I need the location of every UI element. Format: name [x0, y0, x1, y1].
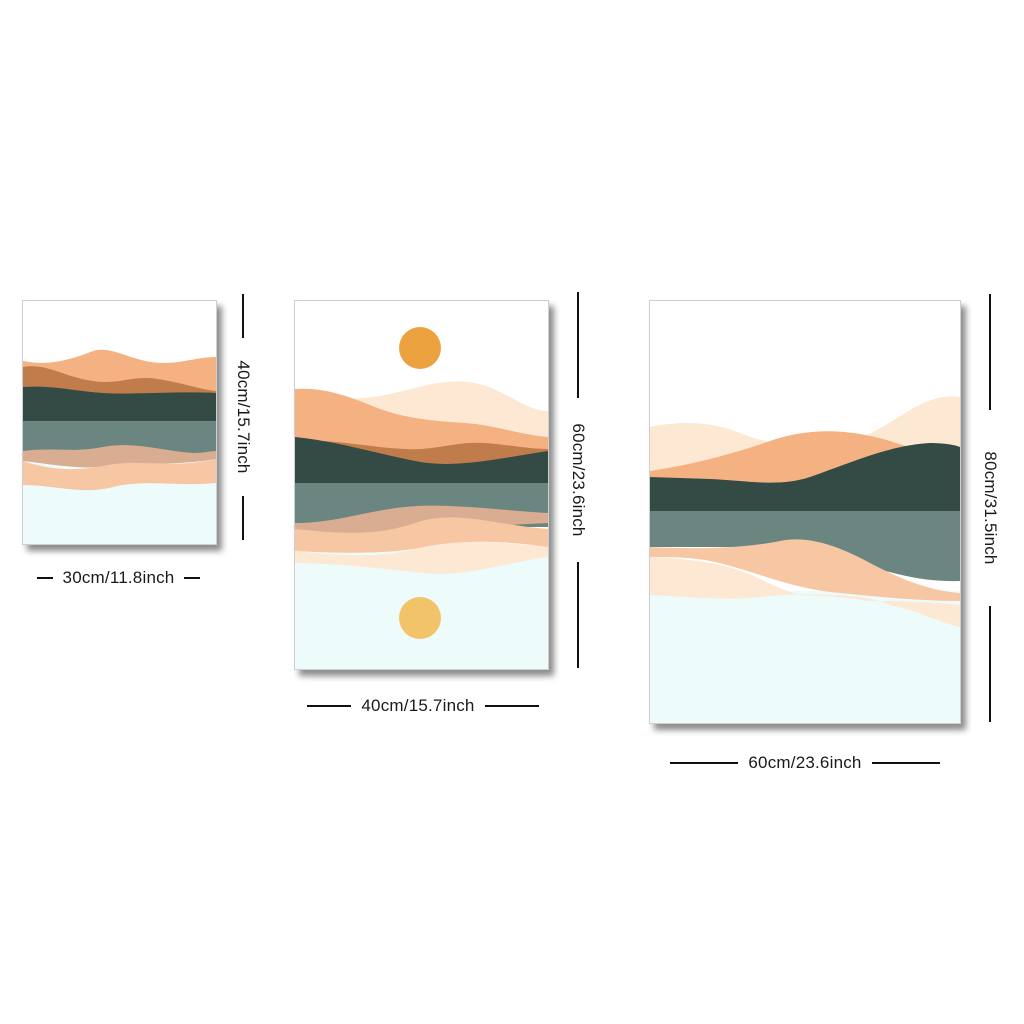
large-width-dimension: 60cm/23.6inch: [652, 751, 958, 775]
peach-reflection: [23, 459, 216, 491]
medium-width-label: 40cm/15.7inch: [361, 696, 475, 715]
dark-green-lake-band: [650, 443, 960, 513]
large-height-label: 80cm/31.5inch: [981, 451, 1000, 565]
small-width-label: 30cm/11.8inch: [62, 568, 175, 587]
dark-green-lake-band: [23, 386, 216, 423]
light-peach-reflection: [295, 542, 548, 574]
dimension-line: [577, 562, 579, 668]
dimension-line: [670, 762, 739, 764]
water-edge: [23, 483, 216, 544]
peach-reflection: [650, 539, 960, 601]
dimension-line: [577, 292, 579, 398]
dimension-line: [184, 577, 201, 579]
terracotta-reflection: [295, 505, 548, 536]
large-width-label: 60cm/23.6inch: [748, 753, 862, 772]
sun-reflection-icon: [399, 597, 441, 639]
sun-icon: [399, 327, 441, 369]
dimension-line: [989, 606, 991, 722]
dark-green-lake-band: [295, 437, 548, 485]
sage-reflection-tail: [650, 545, 960, 582]
canvas-large-print: [649, 300, 961, 724]
dimension-line: [307, 705, 352, 707]
terracotta-reflection: [23, 445, 216, 468]
dimension-line: [242, 294, 244, 338]
small-height-dimension: 40cm/15.7inch: [231, 292, 255, 542]
peach-reflection: [295, 517, 548, 553]
medium-landscape-art: [295, 301, 548, 669]
dimension-line: [989, 294, 991, 410]
large-height-dimension: 80cm/31.5inch: [978, 292, 1002, 724]
dimension-line: [36, 577, 53, 579]
medium-height-dimension: 60cm/23.6inch: [566, 292, 590, 668]
light-peach-reflection: [650, 557, 960, 627]
dimension-line: [484, 705, 539, 707]
dimension-line: [871, 762, 940, 764]
small-width-dimension: 30cm/11.8inch: [22, 566, 215, 590]
small-landscape-art: [23, 301, 216, 544]
medium-height-label: 60cm/23.6inch: [569, 423, 588, 537]
dimension-line: [242, 496, 244, 540]
canvas-medium-print: [294, 300, 549, 670]
peach-mountain: [295, 388, 548, 461]
large-landscape-art: [650, 301, 960, 723]
medium-width-dimension: 40cm/15.7inch: [298, 694, 548, 718]
water-edge: [650, 595, 960, 723]
canvas-small-print: [22, 300, 217, 545]
small-height-label: 40cm/15.7inch: [234, 360, 253, 474]
